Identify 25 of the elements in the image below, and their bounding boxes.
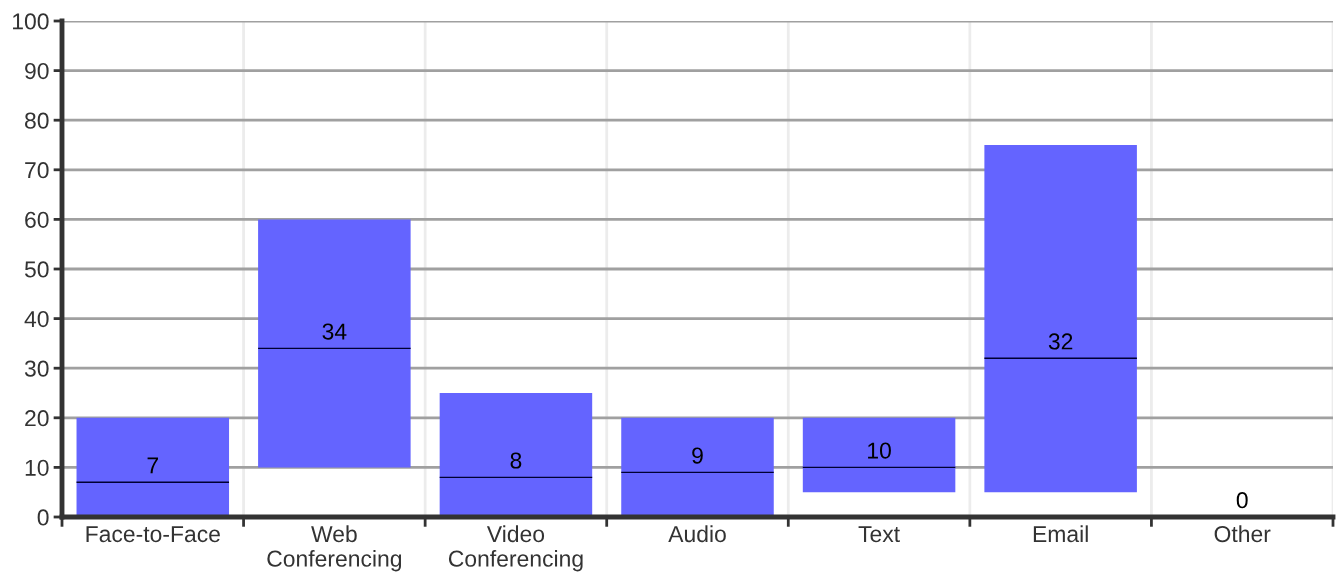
y-tick-label: 0	[37, 509, 49, 526]
annotation: 8	[510, 452, 522, 469]
x-tick-label: Face-to-Face	[86, 526, 220, 543]
x-tick-label: Other	[1214, 525, 1271, 543]
annotation: 34	[322, 323, 347, 340]
x-tick-label: Text	[858, 526, 900, 543]
x-tick-label: Video Conferencing	[448, 525, 583, 572]
annotation: 9	[692, 447, 703, 464]
y-tick-label: 90	[25, 62, 49, 80]
annotation: 32	[1048, 333, 1073, 350]
y-tick-label: 100	[13, 13, 49, 30]
y-tick-label: 50	[24, 261, 49, 278]
y-tick-label: 20	[25, 410, 49, 427]
annotation: 0	[1236, 492, 1248, 509]
y-tick-label: 40	[24, 310, 49, 328]
y-tick-label: 70	[25, 162, 49, 179]
x-tick-label: Web Conferencing	[267, 525, 402, 572]
x-tick-label: Audio	[668, 525, 726, 543]
y-tick-label: 30	[24, 360, 49, 377]
annotation: 10	[868, 442, 891, 459]
y-tick-label: 10	[25, 459, 49, 476]
x-tick-label: Email	[1033, 525, 1088, 543]
annotation: 7	[147, 457, 159, 474]
y-tick-label: 80	[25, 112, 49, 129]
y-tick-label: 60	[25, 211, 49, 228]
